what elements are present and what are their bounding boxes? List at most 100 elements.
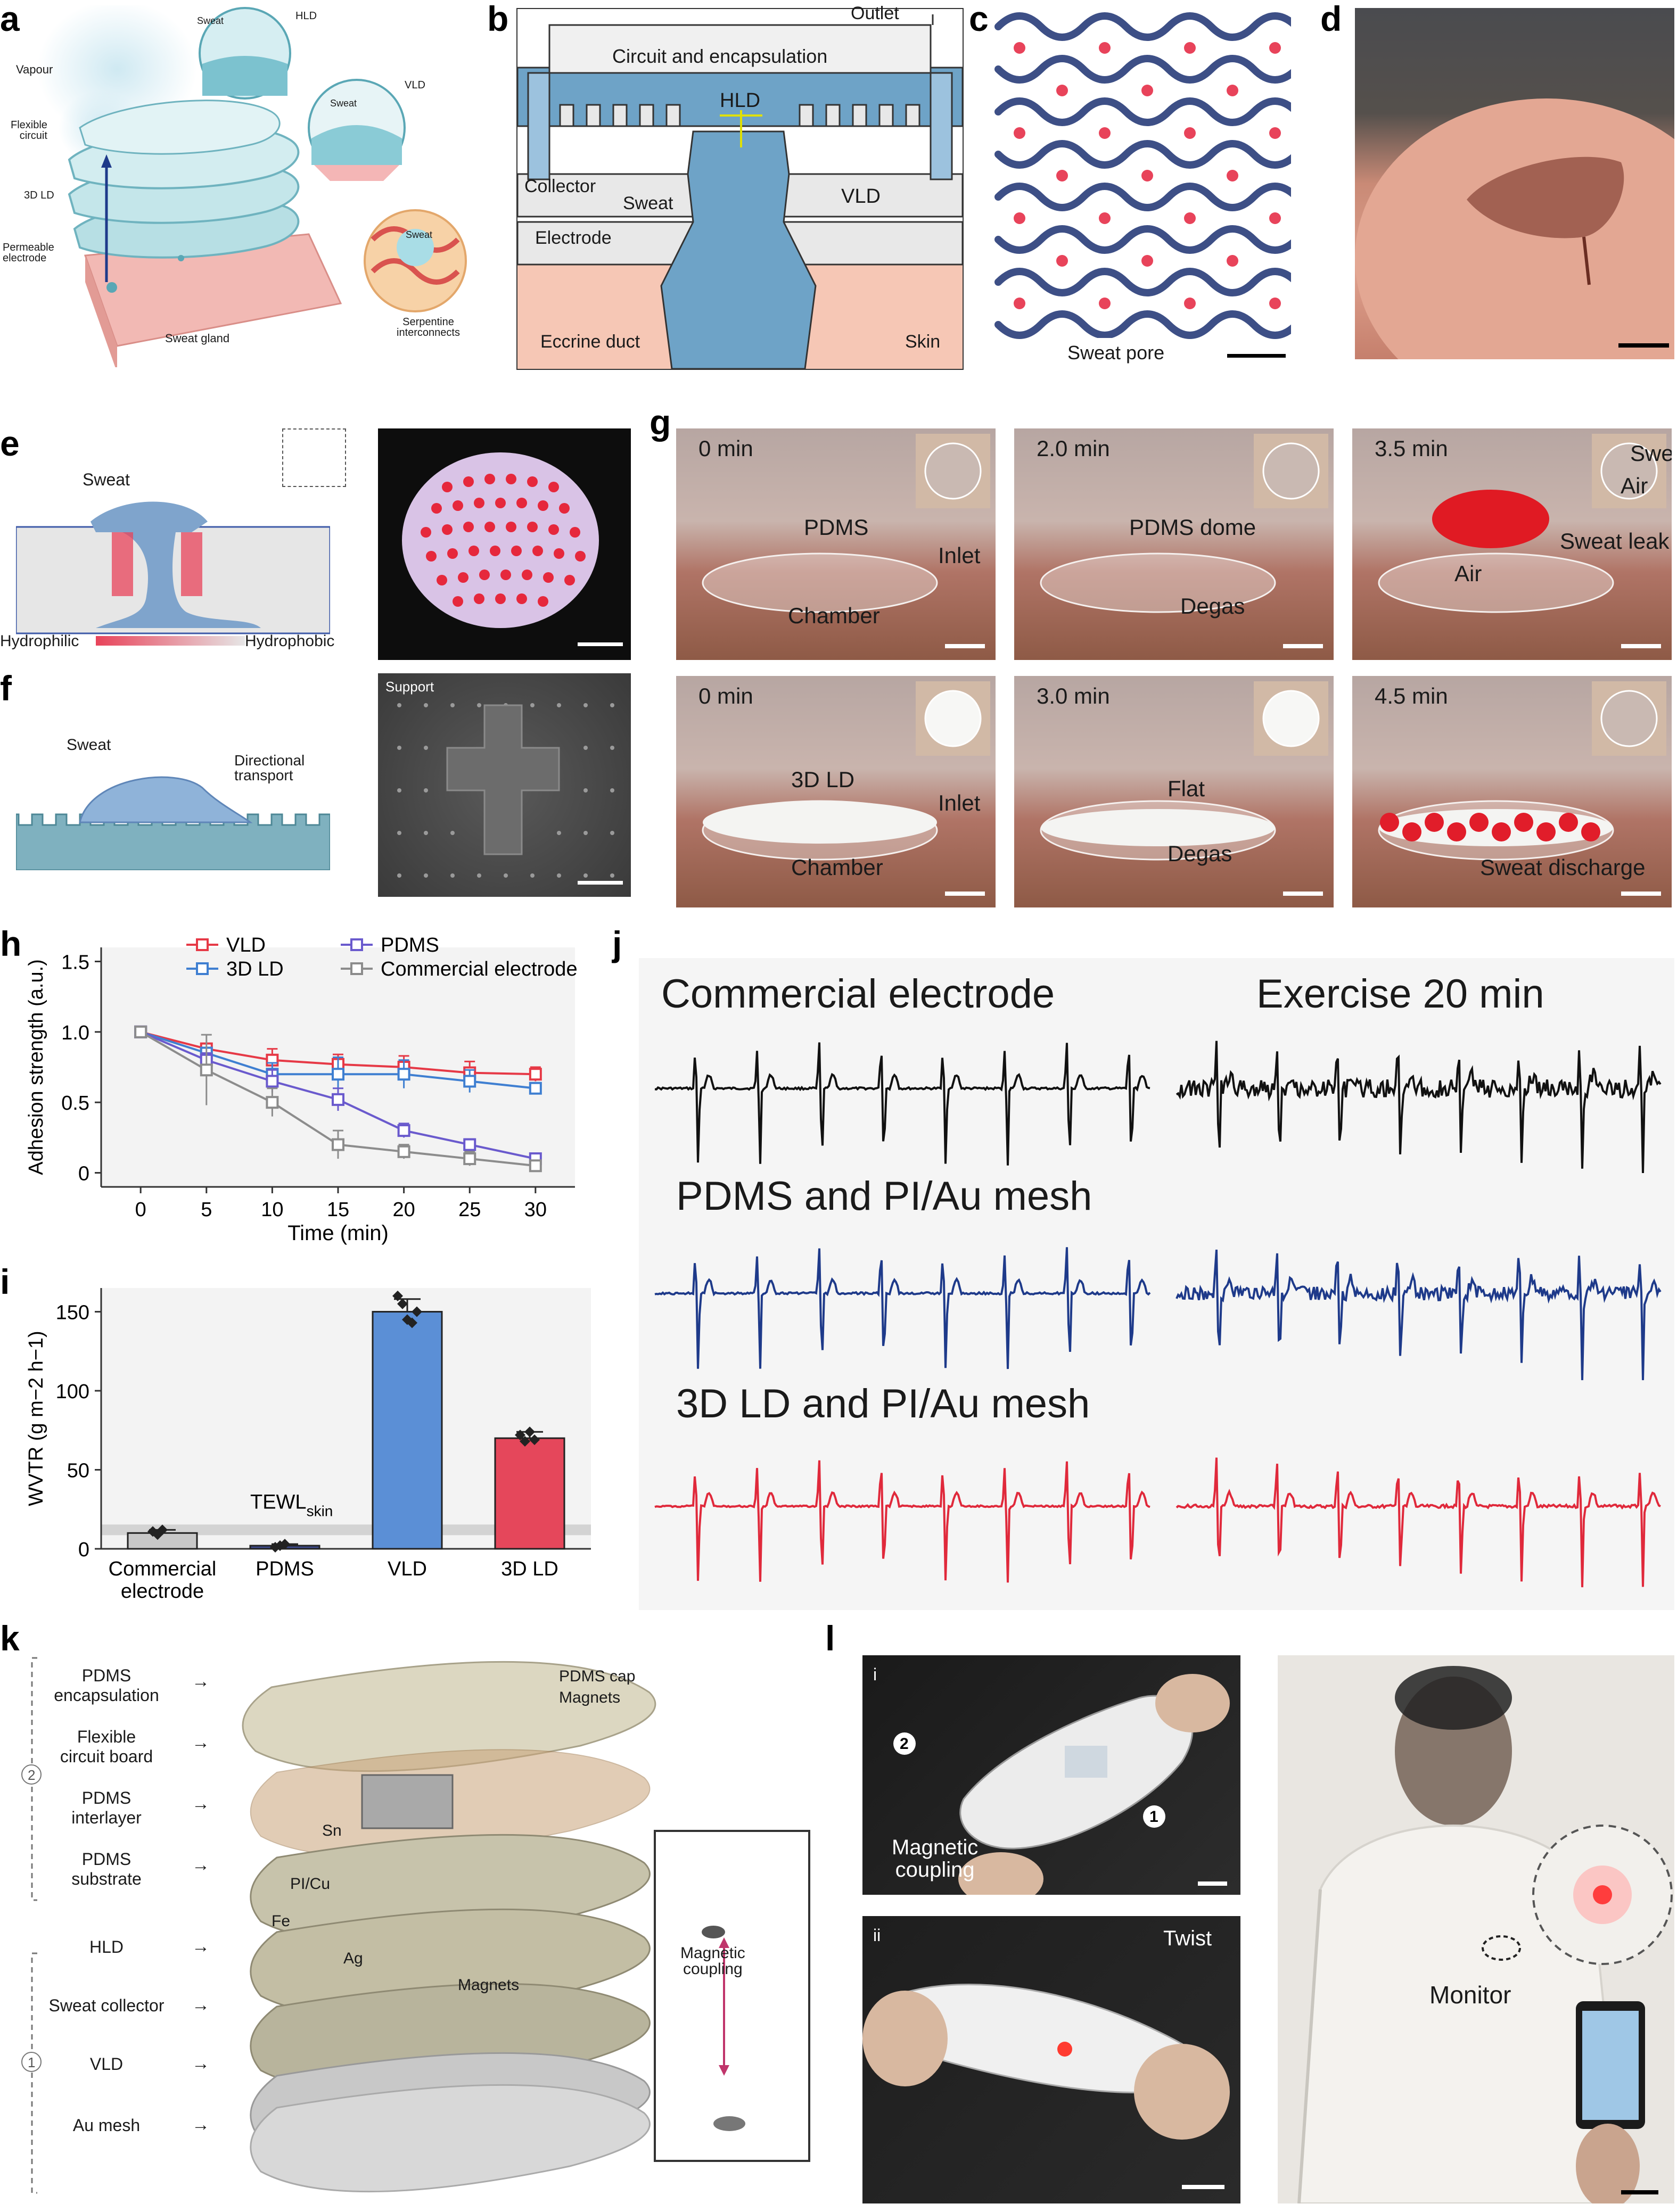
data-point-i <box>275 1540 285 1551</box>
x-tick-label-h: 15 <box>327 1199 349 1221</box>
g-time-label: 3.5 min <box>1375 436 1448 461</box>
k-layer-label: Flexible circuit board <box>60 1727 153 1766</box>
data-point-h <box>134 1025 147 1038</box>
group-2-label: 2 <box>28 1767 36 1783</box>
g-label: Sweat leak <box>1560 529 1670 554</box>
panel-label-a: a <box>0 0 20 38</box>
panel-label-k: k <box>0 1619 20 1658</box>
k-layer-label: Sweat collector <box>48 1996 165 2015</box>
x-tick-label-i: electrode <box>121 1580 204 1603</box>
label-commercial-electrode: Commercial electrode <box>661 971 1055 1017</box>
legend-label-h: VLD <box>226 934 266 956</box>
scale-bar-l-person <box>1621 2190 1658 2194</box>
label-exercise-20-min: Exercise 20 min <box>1256 971 1544 1017</box>
y-tick-label-i: 0 <box>78 1539 89 1561</box>
g-label: Sweat discharge <box>1480 855 1646 880</box>
panel-g-photo-grid: PDMS Inlet Chamber 0 min PDMS dome Degas 2.0 m… <box>676 428 1672 907</box>
g-time-label: 4.5 min <box>1375 683 1448 709</box>
y-tick-label-i: 50 <box>67 1460 89 1482</box>
panel-label-l: l <box>825 1619 835 1658</box>
label-permeable-electrode: Permeable electrode <box>3 242 54 264</box>
x-tick-label-h: 30 <box>524 1199 547 1221</box>
data-point-h <box>332 1093 344 1106</box>
y-tick-label-h: 1.0 <box>61 1022 89 1044</box>
panel-label-d: d <box>1320 0 1342 38</box>
data-point-h <box>397 1124 410 1137</box>
k-layer-label: HLD <box>89 1937 124 1957</box>
label-sweat-hld: Sweat <box>197 15 224 26</box>
k-layer-arrow: → <box>192 2053 210 2074</box>
scale-bar-g <box>1621 892 1661 896</box>
data-point-h <box>332 1068 344 1081</box>
g-label: Degas <box>1180 593 1245 619</box>
label-pi-cu: PI/Cu <box>290 1875 331 1893</box>
x-tick-label-h: 10 <box>261 1199 283 1221</box>
data-point-h <box>463 1138 476 1151</box>
group-2-marker <box>21 1764 42 1785</box>
data-point-i <box>152 1529 163 1540</box>
ecg-trace-exercise <box>1175 1457 1661 1588</box>
legend-label-h: Commercial electrode <box>381 958 578 980</box>
x-axis-label-h: Time (min) <box>287 1221 389 1245</box>
panel-e-diagram <box>15 458 331 649</box>
panel-label-h: h <box>0 924 22 963</box>
x-tick-label-h: 5 <box>201 1199 212 1221</box>
data-point-h <box>200 1063 213 1077</box>
k-layer-arrow: → <box>192 1855 210 1875</box>
label-vld: VLD <box>405 79 425 91</box>
data-point-h <box>397 1145 410 1158</box>
label-pdms-cap: PDMS cap <box>559 1668 636 1685</box>
panel-label-j: j <box>612 924 622 963</box>
g-time-label: 3.0 min <box>1037 683 1110 709</box>
label-3d-ld: 3D LD <box>24 189 54 201</box>
g-photo-bottom-1: 3D LD Inlet Chamber 0 min <box>676 676 996 907</box>
label-hydrophilic: Hydrophilic <box>0 632 79 650</box>
data-point-i <box>270 1542 281 1553</box>
label-directional-transport: Directional transport <box>234 752 305 783</box>
g-label: Air <box>1621 473 1648 498</box>
label-collector: Collector <box>524 176 596 196</box>
y-axis-label-h: Adhesion strength (a.u.) <box>25 959 47 1175</box>
sweat-pore-label-bg <box>1059 338 1182 365</box>
data-point-h <box>529 1159 542 1173</box>
scale-bar-e <box>578 642 623 646</box>
panel-j-ecg: Commercial electrode Exercise 20 min PDM… <box>639 958 1674 1610</box>
hydrophilic-gradient-bar <box>96 636 245 646</box>
label-flexible-circuit: Flexible circuit <box>11 119 47 142</box>
k-layer-arrow: → <box>192 1794 210 1814</box>
label-serpentine: Serpentine interconnects <box>397 316 460 339</box>
legend-label-h: 3D LD <box>226 958 284 980</box>
label-sweat-pore: Sweat pore <box>1067 342 1165 364</box>
ecg-trace-rest <box>654 1042 1150 1166</box>
scale-bar-d <box>1618 343 1669 348</box>
label-circuit-encapsulation: Circuit and encapsulation <box>612 45 828 67</box>
label-sweat-b: Sweat <box>623 193 673 213</box>
label-hld-b: HLD <box>720 89 761 112</box>
data-point-i <box>524 1426 535 1438</box>
ecg-trace-exercise <box>1175 1249 1662 1381</box>
legend-marker-h <box>350 962 363 975</box>
label-hydrophobic: Hydrophobic <box>245 632 335 650</box>
g-label: Air <box>1454 561 1482 587</box>
label-outlet: Outlet <box>851 3 899 23</box>
panel-label-g: g <box>650 402 671 442</box>
data-point-h <box>529 1068 542 1081</box>
panel-label-b: b <box>487 0 509 38</box>
cross-support <box>446 704 560 855</box>
data-point-i <box>515 1430 525 1441</box>
label-magnetic-coupling-k: Magnetic coupling <box>680 1944 745 1978</box>
g-label: Inlet <box>938 790 981 815</box>
scale-bar-l-i <box>1198 1881 1227 1886</box>
label-l-ii: ii <box>873 1926 881 1945</box>
k-layer-arrow: → <box>192 1995 210 2015</box>
k-layer-label: PDMS encapsulation <box>54 1666 159 1705</box>
label-magnets-top: Magnets <box>559 1689 621 1706</box>
y-tick-label-i: 100 <box>56 1381 89 1403</box>
legend-marker-h <box>196 938 209 951</box>
tewl-band <box>101 1524 591 1536</box>
scale-bar-c <box>1227 354 1286 358</box>
ecg-traces <box>654 1041 1662 1588</box>
k-layer-label: PDMS interlayer <box>71 1788 142 1827</box>
g-label: Chamber <box>791 855 883 880</box>
label-sweat-serpentine: Sweat <box>406 229 433 240</box>
